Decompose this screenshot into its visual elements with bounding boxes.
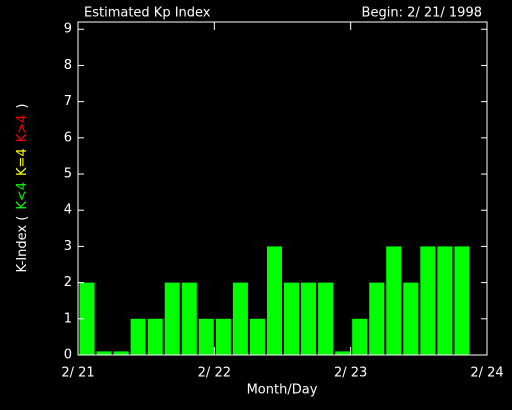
- y-axis-label: K-Index ( K<4 K=4 K>4): [15, 103, 30, 272]
- bar: [215, 318, 231, 355]
- x-axis-label: Month/Day: [247, 383, 318, 398]
- bar: [437, 246, 453, 355]
- y-label-part: K>4: [15, 115, 30, 143]
- y-label-part: K-Index (: [15, 216, 30, 273]
- y-tick-label: 0: [64, 348, 72, 363]
- y-tick-label: 4: [64, 203, 72, 218]
- y-tick-label: 5: [64, 167, 72, 182]
- y-label-part: K<4: [15, 182, 30, 210]
- y-tick-label: 6: [64, 130, 72, 145]
- plot-frame: [77, 21, 488, 356]
- bar: [130, 318, 146, 355]
- bar: [96, 351, 112, 355]
- chart-title: Estimated Kp Index: [84, 6, 211, 21]
- bar: [164, 282, 180, 355]
- bar: [352, 318, 368, 355]
- x-tick-label: 2/ 24: [470, 366, 503, 381]
- x-tick-label: 2/ 21: [61, 366, 94, 381]
- bar: [403, 282, 419, 355]
- y-tick-label: 2: [64, 275, 72, 290]
- bar: [386, 246, 402, 355]
- y-tick-label: 8: [64, 58, 72, 73]
- y-tick-label: 9: [64, 22, 72, 37]
- bar: [113, 351, 129, 355]
- y-tick-label: 7: [64, 94, 72, 109]
- x-tick-label: 2/ 23: [334, 366, 367, 381]
- chart-subtitle: Begin: 2/ 21/ 1998: [362, 6, 482, 21]
- x-tick-label: 2/ 22: [198, 366, 231, 381]
- bar: [147, 318, 163, 355]
- y-label-part: ): [15, 103, 30, 108]
- y-tick-label: 3: [64, 239, 72, 254]
- bar: [301, 282, 317, 355]
- y-tick-label: 1: [64, 311, 72, 326]
- bar: [266, 246, 282, 355]
- bar: [232, 282, 248, 355]
- y-label-part: K=4: [15, 148, 30, 176]
- bar: [198, 318, 214, 355]
- bar: [454, 246, 470, 355]
- bar: [284, 282, 300, 355]
- bar: [318, 282, 334, 355]
- bar: [79, 282, 95, 355]
- bar: [335, 351, 351, 355]
- bar: [369, 282, 385, 355]
- bar: [249, 318, 265, 355]
- bar: [420, 246, 436, 355]
- bar: [181, 282, 197, 355]
